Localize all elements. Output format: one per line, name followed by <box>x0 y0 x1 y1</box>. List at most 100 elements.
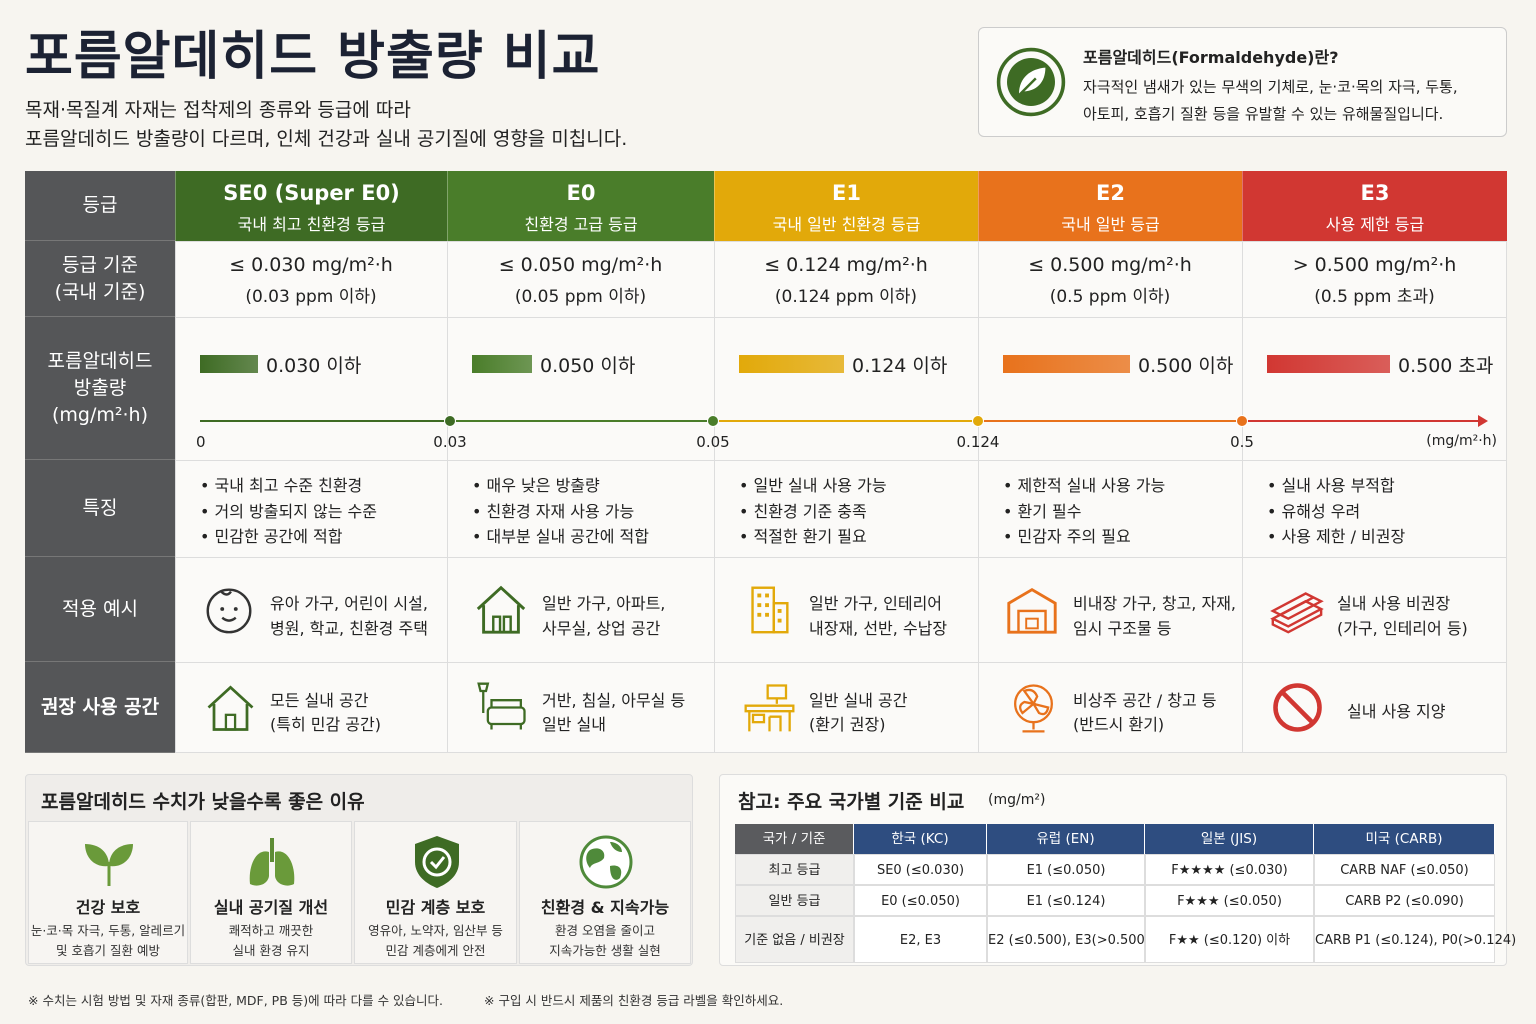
space-text: 실내 사용 지양 <box>1347 702 1446 721</box>
grade-name: E1 <box>832 181 861 205</box>
icon-part <box>757 612 762 617</box>
page-title: 포름알데히드 방출량 비교 <box>25 27 601 87</box>
example-icon <box>1007 587 1057 634</box>
icon-part <box>757 603 762 608</box>
row-header-text: 등급 <box>82 194 118 216</box>
emission-bar <box>200 355 258 373</box>
ref-cell: CARB NAF (≤0.050) <box>1314 854 1495 885</box>
icon-part <box>492 615 502 634</box>
icon-part <box>220 590 232 596</box>
example-text: 일반 가구, 인테리어 <box>809 594 943 613</box>
example-icon-box <box>1267 580 1325 638</box>
criterion: (0.5 ppm 이하) <box>1049 287 1171 307</box>
benefit-line: 환경 오염을 줄이고 <box>555 923 655 938</box>
benefit-title: 친환경 & 지속가능 <box>540 898 670 917</box>
benefits-box: 포름알데히드 수치가 낮을수록 좋은 이유 건강 보호 눈·코·목 자극, 두통, … <box>25 774 693 966</box>
space-icon-box <box>1270 680 1325 735</box>
subtitle-line: 포름알데히드 방출량이 다르며, 인체 건강과 실내 공기질에 영향을 미칩니다… <box>25 128 628 150</box>
col-divider <box>714 460 715 753</box>
benefit-icon-box <box>407 832 467 892</box>
icon-part <box>772 601 789 634</box>
icon-part <box>224 713 237 731</box>
icon-part <box>1014 684 1053 733</box>
example-text: 일반 가구, 아파트, <box>542 594 666 613</box>
emission-label: 0.050 이하 <box>540 355 636 377</box>
row-header-text: 적용 예시 <box>62 597 138 620</box>
icon-part <box>220 607 225 611</box>
example-icon <box>206 588 252 634</box>
feature: 친환경 자재 사용 가능 <box>472 498 635 522</box>
reference-box: 참고: 주요 국가별 기준 비교 (mg/m²) 국가 / 기준 한국 (KC) 유럽 … <box>719 774 1516 966</box>
icon-part <box>490 699 522 708</box>
icon-part <box>233 607 238 611</box>
icon-part <box>477 682 490 693</box>
row-header-text: 권장 사용 공간 <box>40 695 160 718</box>
example-icon-box <box>200 580 258 638</box>
icon-part <box>757 593 762 598</box>
scale-line <box>1242 420 1480 422</box>
example-text: 실내 사용 비권장 <box>1337 594 1451 613</box>
benefit-card: 친환경 & 지속가능 환경 오염을 줄이고 지속가능한 생활 실현 <box>519 821 691 964</box>
grade-header: E1 국내 일반 친환경 등급 <box>714 171 978 241</box>
icon-part <box>212 703 249 731</box>
benefit-line: 민감 계층에게 안전 <box>385 943 486 958</box>
feature: 국내 최고 수준 친환경 <box>200 472 363 496</box>
criterion: ≤ 0.050 mg/m²·h <box>498 254 663 276</box>
icon-part <box>996 47 1066 117</box>
benefit-icon <box>414 836 459 888</box>
example-icon-box <box>1003 580 1061 638</box>
criterion: ≤ 0.124 mg/m²·h <box>764 254 928 276</box>
scale-unit: (mg/m²·h) <box>1426 433 1497 449</box>
icon-part <box>1025 617 1039 630</box>
grade-subtitle: 친환경 고급 등급 <box>524 215 638 234</box>
example-text: 비내장 가구, 창고, 자재, <box>1073 594 1236 613</box>
space-text: 모든 실내 공간 <box>270 691 369 710</box>
ref-cell: E0 (≤0.050) <box>854 885 987 916</box>
icon-part <box>476 585 526 611</box>
icon-part <box>1017 609 1047 634</box>
row-header-text: 등급 기준 <box>62 253 138 276</box>
emission-label: 0.500 이하 <box>1138 355 1234 377</box>
icon-part <box>422 847 451 877</box>
footnote: ※ 구입 시 반드시 제품의 친환경 등급 라벨을 확인하세요. <box>484 993 784 1008</box>
emission-bar <box>1003 355 1130 373</box>
space-icon-box <box>475 680 530 735</box>
feature: 매우 낮은 방출량 <box>472 472 600 496</box>
row-header-text: 포름알데히드 <box>47 349 153 372</box>
icon-part <box>777 609 782 613</box>
icon-part <box>751 713 766 724</box>
scale-tick: 0.03 <box>433 433 467 451</box>
icon-part <box>744 704 795 713</box>
benefit-title: 민감 계층 보호 <box>385 898 486 917</box>
feature: 적절한 환기 필요 <box>739 523 867 547</box>
example-text: 내장재, 선반, 수납장 <box>809 619 948 638</box>
space-icon <box>1014 684 1053 733</box>
feature: 사용 제한 / 비권장 <box>1267 523 1406 547</box>
icon-part <box>490 724 522 730</box>
space-icon-box <box>1006 680 1061 735</box>
ref-cell: CARB P1 (≤0.124), P0(>0.124) <box>1314 916 1516 963</box>
row-divider <box>175 662 1507 663</box>
space-text: 일반 실내 <box>542 715 606 734</box>
space-text: 비상주 공간 / 창고 등 <box>1073 691 1217 710</box>
icon-part <box>1007 587 1057 634</box>
icon-part <box>1016 77 1037 98</box>
example-text: 임시 구조물 등 <box>1073 619 1172 638</box>
row-divider <box>175 317 1507 318</box>
row-header: 등급 기준 (국내 기준) <box>25 241 175 317</box>
grade-subtitle: 국내 최고 친환경 등급 <box>237 215 386 234</box>
benefit-icon-box <box>576 832 636 892</box>
icon-part <box>502 615 512 634</box>
ref-cell: E1 (≤0.050) <box>987 854 1145 885</box>
example-text: 유아 가구, 어린이 시설, <box>270 594 428 613</box>
row-header: 권장 사용 공간 <box>25 662 175 753</box>
col-divider <box>447 460 448 753</box>
benefit-line: 쾌적하고 깨끗한 <box>228 923 314 938</box>
ref-cell: SE0 (≤0.030) <box>854 854 987 885</box>
scale-line <box>713 420 978 422</box>
ref-cell: 기준 없음 / 비권장 <box>735 916 854 963</box>
reference-title: 참고: 주요 국가별 기준 비교 <box>738 791 965 813</box>
icon-part <box>765 593 769 598</box>
space-icon-box <box>742 680 797 735</box>
grade-header: E3 사용 제한 등급 <box>1242 171 1507 241</box>
